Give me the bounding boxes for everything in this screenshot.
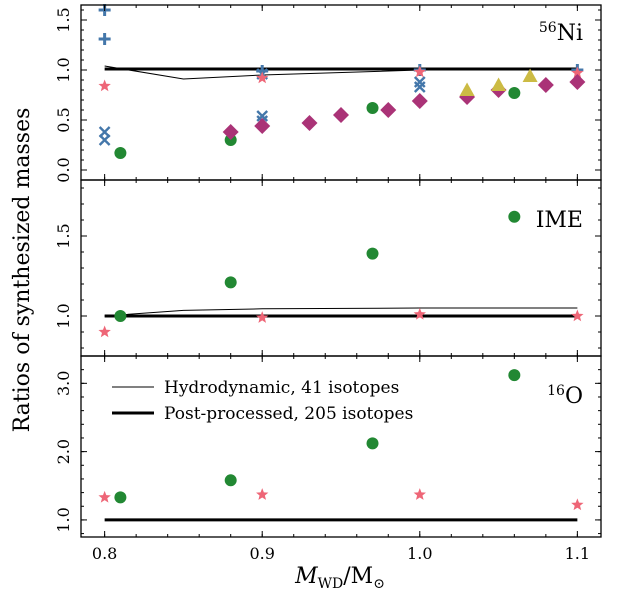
diamond-marker (569, 74, 586, 90)
circle-marker (508, 369, 521, 382)
panel-title-superscript: 16 (547, 383, 565, 399)
y-tick-label: 0.5 (54, 107, 73, 132)
panel-title: 16O (547, 383, 583, 409)
star-marker (413, 65, 426, 78)
y-tick-label: 0.0 (54, 157, 73, 182)
circle-marker (366, 437, 379, 450)
circle-marker (114, 310, 127, 322)
circle-marker (114, 147, 127, 159)
x-axis-label-sub2: ⊙ (373, 576, 385, 592)
y-axis-label: Ratios of synthesized masses (10, 108, 35, 433)
panel-title: IME (536, 208, 583, 233)
star-marker (413, 307, 426, 320)
panels: 0.0 0.5 1.0 1.5 56Ni 1.0 1.5 IME 1.0 2.0 3.0 0.8 0.9… (54, 4, 602, 563)
y-tick-label: 3.0 (54, 371, 73, 396)
plus-marker (98, 33, 111, 45)
y-tick-label: 1.5 (54, 7, 73, 32)
star-marker (98, 325, 111, 338)
x-tick-label: 1.0 (407, 544, 432, 563)
star-marker (98, 79, 111, 92)
x-marker (98, 134, 111, 146)
y-tick-label: 1.0 (54, 57, 73, 82)
diamond-marker (411, 93, 428, 109)
triangle-marker (522, 68, 538, 82)
y-tick-label: 1.0 (54, 303, 73, 328)
circle-marker (508, 87, 521, 99)
x-axis-label: MWD/M⊙ (294, 564, 385, 592)
circle-marker (224, 474, 237, 487)
panel-bottom: 1.0 2.0 3.0 0.8 0.9 1.0 1.1 16O (54, 355, 602, 563)
diamond-marker (333, 107, 349, 123)
x-tick-label: 0.8 (92, 544, 117, 563)
panel-title-superscript: 56 (539, 20, 557, 36)
circle-marker (366, 247, 379, 260)
legend-thin-line-label: Hydrodynamic, 41 isotopes (164, 378, 399, 398)
y-tick-label: 2.0 (54, 439, 73, 464)
legend-thick-line-label: Post-processed, 205 isotopes (164, 404, 413, 424)
circle-marker (114, 491, 127, 504)
diamond-marker (254, 118, 271, 134)
panel-title-main: O (565, 384, 583, 409)
y-tick-label: 1.0 (54, 507, 73, 532)
circle-marker (366, 102, 379, 114)
x-axis-label-main: M (294, 564, 318, 589)
star-marker (98, 490, 111, 503)
y-tick-label: 1.5 (54, 223, 73, 248)
x-tick-label: 0.9 (249, 544, 274, 563)
legend: Hydrodynamic, 41 isotopes Post-processed… (112, 378, 413, 424)
star-marker (571, 66, 584, 79)
star-marker (256, 311, 269, 323)
triangle-marker (491, 77, 507, 91)
circle-marker (508, 210, 521, 223)
diamond-marker (301, 115, 318, 131)
panel-title-main: Ni (557, 21, 583, 46)
diamond-marker (222, 124, 239, 140)
panel-title: 56Ni (539, 20, 583, 46)
circle-marker (224, 276, 237, 289)
panel-frame (80, 355, 602, 538)
x-axis-label-sub1: WD (318, 576, 344, 592)
diamond-marker (380, 102, 397, 118)
star-marker (571, 309, 584, 322)
hydrodynamic-line (104, 307, 578, 317)
x-axis-label-slash: /M (343, 564, 373, 589)
x-marker (413, 81, 426, 93)
star-marker (256, 488, 269, 500)
star-marker (413, 488, 426, 500)
triangle-marker (459, 82, 475, 96)
diamond-marker (537, 77, 554, 93)
star-marker (571, 498, 584, 511)
x-tick-label: 1.1 (565, 544, 590, 563)
panel-middle: 1.0 1.5 IME (54, 179, 602, 357)
star-marker (256, 71, 269, 84)
